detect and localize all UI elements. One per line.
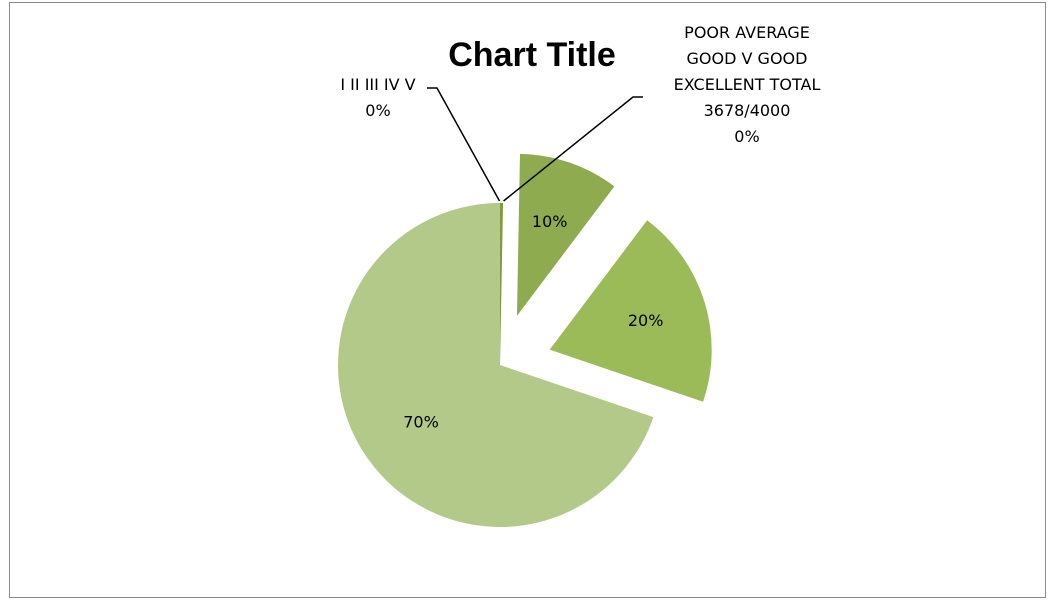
chart-title: Chart Title [448, 36, 616, 74]
slice-label: POOR AVERAGE GOOD V GOOD EXCELLENT TOTAL 36… [674, 23, 821, 146]
slice-label: I II III IV V 0% [340, 75, 415, 120]
pie-slice [500, 203, 503, 365]
leader-line [427, 88, 500, 201]
slice-label: 10% [532, 212, 568, 231]
slice-label: 20% [628, 311, 664, 330]
slice-label: 70% [403, 413, 439, 432]
